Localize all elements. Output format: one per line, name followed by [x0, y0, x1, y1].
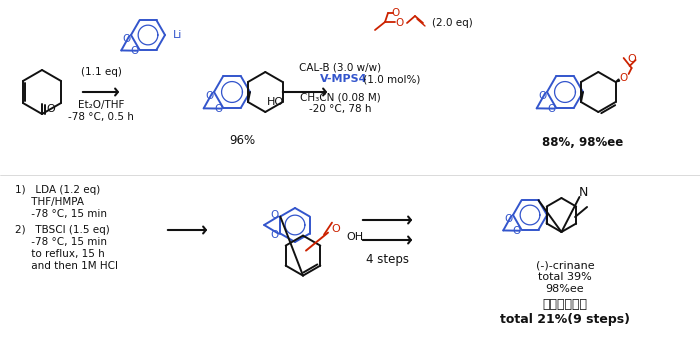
Text: total 21%(9 steps): total 21%(9 steps): [500, 312, 630, 325]
Text: O: O: [47, 104, 55, 114]
Text: 88%, 98%ee: 88%, 98%ee: [542, 135, 624, 148]
Text: O: O: [205, 91, 214, 101]
Text: 2)   TBSCl (1.5 eq): 2) TBSCl (1.5 eq): [15, 225, 110, 235]
Text: V-MPS4: V-MPS4: [320, 74, 368, 84]
Text: (1.1 eq): (1.1 eq): [80, 67, 121, 77]
Text: O: O: [271, 210, 279, 220]
Text: total 39%: total 39%: [538, 272, 592, 282]
Polygon shape: [615, 79, 620, 82]
Text: O: O: [122, 34, 130, 44]
Text: CAL-B (3.0 w/w): CAL-B (3.0 w/w): [299, 62, 381, 72]
Text: -78 °C, 15 min: -78 °C, 15 min: [15, 237, 107, 247]
Text: O: O: [396, 18, 404, 28]
Text: 4 steps: 4 steps: [365, 253, 409, 266]
Text: -78 °C, 0.5 h: -78 °C, 0.5 h: [68, 112, 134, 122]
Text: O: O: [332, 224, 340, 234]
Text: N: N: [579, 186, 588, 199]
Text: O: O: [504, 214, 512, 224]
Text: -78 °C, 15 min: -78 °C, 15 min: [15, 209, 107, 219]
Text: O: O: [214, 104, 223, 114]
Text: O: O: [391, 8, 399, 18]
Text: 1)   LDA (1.2 eq): 1) LDA (1.2 eq): [15, 185, 100, 195]
Text: (1.0 mol%): (1.0 mol%): [360, 74, 421, 84]
Text: and then 1M HCl: and then 1M HCl: [15, 261, 118, 271]
Text: O: O: [547, 104, 555, 114]
Text: O: O: [620, 73, 628, 83]
Text: O: O: [538, 91, 547, 101]
Text: O: O: [627, 54, 636, 64]
Text: 外消旋体合成: 外消旋体合成: [542, 298, 587, 311]
Text: THF/HMPA: THF/HMPA: [15, 197, 84, 207]
Text: OH: OH: [346, 232, 363, 241]
Text: -20 °C, 78 h: -20 °C, 78 h: [309, 104, 371, 114]
Text: Li: Li: [173, 30, 183, 40]
Text: CH₃CN (0.08 M): CH₃CN (0.08 M): [300, 92, 380, 102]
Text: (2.0 eq): (2.0 eq): [432, 18, 472, 28]
Text: HO: HO: [267, 97, 284, 107]
Text: (-)-crinane: (-)-crinane: [536, 260, 594, 270]
Text: O: O: [271, 230, 279, 240]
Text: 98%ee: 98%ee: [546, 284, 584, 294]
Text: to reflux, 15 h: to reflux, 15 h: [15, 249, 105, 259]
Text: Et₂O/THF: Et₂O/THF: [78, 100, 124, 110]
Text: O: O: [131, 46, 139, 56]
Text: O: O: [512, 226, 521, 236]
Text: 96%: 96%: [229, 133, 255, 146]
